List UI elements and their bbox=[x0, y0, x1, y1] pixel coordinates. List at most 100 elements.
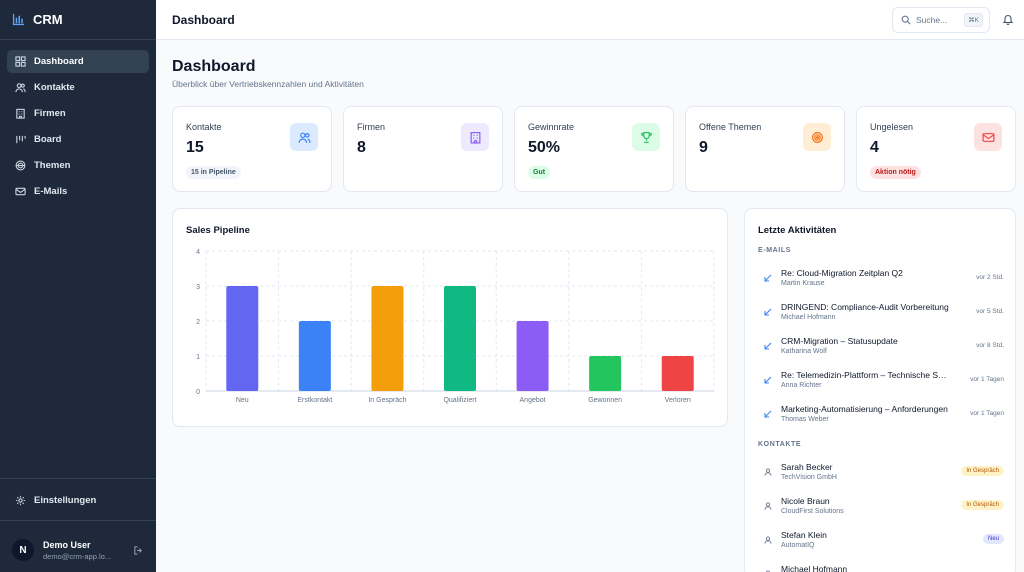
email-sender: Thomas Weber bbox=[781, 416, 829, 423]
gear-icon bbox=[15, 495, 26, 506]
stat-icon-box bbox=[290, 123, 318, 151]
stat-badge: Gut bbox=[528, 166, 551, 179]
search-placeholder: Suche... bbox=[916, 15, 948, 25]
stat-label: Offene Themen bbox=[699, 122, 762, 132]
sidebar-item-kontakte[interactable]: Kontakte bbox=[7, 76, 149, 99]
email-item[interactable]: DRINGEND: Compliance-Audit Vorbereitung … bbox=[758, 302, 1004, 332]
mail-icon bbox=[981, 132, 995, 142]
page-header: Dashboard Überblick über Vertriebskennza… bbox=[172, 58, 364, 89]
x-tick-label: Qualifiziert bbox=[443, 397, 476, 404]
sidebar-item-label: Firmen bbox=[34, 108, 66, 119]
sidebar-item-label: E-Mails bbox=[34, 186, 68, 197]
stat-icon-box bbox=[461, 123, 489, 151]
sidebar-item-emails[interactable]: E-Mails bbox=[7, 180, 149, 203]
email-item[interactable]: Re: Telemedizin-Plattform – Technische S… bbox=[758, 370, 1004, 400]
stat-badge: Aktion nötig bbox=[870, 166, 921, 179]
trophy-icon bbox=[640, 131, 652, 143]
sidebar-item-label: Dashboard bbox=[34, 56, 84, 67]
y-tick-label: 3 bbox=[196, 284, 200, 291]
contact-company: TechVision GmbH bbox=[781, 474, 837, 481]
stat-label: Gewinnrate bbox=[528, 122, 575, 132]
email-subject: CRM-Migration – Statusupdate bbox=[781, 336, 898, 346]
bar-angebot bbox=[516, 321, 549, 391]
emails-section-label: E-MAILS bbox=[758, 247, 791, 254]
stat-card-ungelesen[interactable]: Ungelesen 4 Aktion nötig bbox=[856, 106, 1016, 192]
topbar: Dashboard Suche... ⌘K bbox=[156, 0, 1024, 40]
email-item[interactable]: Marketing-Automatisierung – Anforderunge… bbox=[758, 404, 1004, 434]
search-shortcut: ⌘K bbox=[964, 13, 983, 27]
contact-item[interactable]: Sarah Becker TechVision GmbH In Gespräch bbox=[758, 462, 1004, 492]
y-tick-label: 0 bbox=[196, 389, 200, 396]
user-icon bbox=[764, 502, 772, 510]
bar-gewonnen bbox=[589, 356, 622, 391]
contact-item[interactable]: Nicole Braun CloudFirst Solutions In Ges… bbox=[758, 496, 1004, 526]
sidebar-item-dashboard[interactable]: Dashboard bbox=[7, 50, 149, 73]
contact-name: Nicole Braun bbox=[781, 496, 830, 506]
sidebar-item-label: Einstellungen bbox=[34, 495, 97, 506]
page-subtitle: Überblick über Vertriebskennzahlen und A… bbox=[172, 79, 364, 89]
sales-pipeline-chart: 0 1 2 3 4 Neu Erstkontakt In Gespräch Qualifizie… bbox=[196, 249, 715, 404]
panel-title: Sales Pipeline bbox=[186, 225, 250, 236]
contact-item[interactable]: Stefan Klein AutomatIQ Neu bbox=[758, 530, 1004, 560]
stat-value: 15 bbox=[186, 139, 204, 156]
sidebar-item-settings[interactable]: Einstellungen bbox=[7, 487, 149, 514]
stat-card-gewinnrate[interactable]: Gewinnrate 50% Gut bbox=[514, 106, 674, 192]
stat-value: 50% bbox=[528, 139, 561, 156]
user-profile[interactable]: N Demo User demo@crm-app.lo... bbox=[0, 520, 156, 572]
email-time: vor 8 Std. bbox=[976, 342, 1004, 349]
y-tick-label: 2 bbox=[196, 319, 200, 326]
user-email: demo@crm-app.lo... bbox=[43, 551, 112, 561]
status-badge: In Gespräch bbox=[961, 500, 1004, 510]
logout-icon[interactable] bbox=[133, 545, 144, 556]
stat-icon-box bbox=[803, 123, 831, 151]
stat-card-kontakte[interactable]: Kontakte 15 15 in Pipeline bbox=[172, 106, 332, 192]
x-tick-label: Erstkontakt bbox=[297, 397, 332, 404]
activity-panel: Letzte Aktivitäten E-MAILS Re: Cloud-Mig… bbox=[744, 208, 1016, 572]
contact-name: Michael Hofmann bbox=[781, 564, 848, 572]
sidebar-item-board[interactable]: Board bbox=[7, 128, 149, 151]
app-name: CRM bbox=[33, 12, 63, 27]
email-time: vor 1 Tagen bbox=[970, 410, 1004, 417]
email-time: vor 1 Tagen bbox=[970, 376, 1004, 383]
arrow-down-left-icon bbox=[764, 274, 772, 282]
email-item[interactable]: Re: Cloud-Migration Zeitplan Q2 Martin K… bbox=[758, 268, 1004, 298]
stat-card-offene-themen[interactable]: Offene Themen 9 bbox=[685, 106, 845, 192]
email-sender: Katharina Wolf bbox=[781, 348, 827, 355]
stat-value: 8 bbox=[357, 139, 366, 156]
email-item[interactable]: CRM-Migration – Statusupdate Katharina W… bbox=[758, 336, 1004, 366]
panel-title: Letzte Aktivitäten bbox=[758, 225, 837, 236]
stat-badge: 15 in Pipeline bbox=[186, 166, 241, 179]
sidebar-footer: Einstellungen N Demo User demo@crm-app.l… bbox=[0, 478, 156, 572]
contacts-section-label: KONTAKTE bbox=[758, 441, 802, 448]
contact-item[interactable]: Michael Hofmann bbox=[758, 564, 1004, 572]
status-badge: In Gespräch bbox=[961, 466, 1004, 476]
dashboard-icon bbox=[15, 56, 26, 67]
arrow-down-left-icon bbox=[764, 308, 772, 316]
bell-icon[interactable] bbox=[1002, 13, 1014, 25]
search-input[interactable]: Suche... ⌘K bbox=[892, 7, 990, 33]
contact-name: Sarah Becker bbox=[781, 462, 833, 472]
sidebar-item-firmen[interactable]: Firmen bbox=[7, 102, 149, 125]
email-time: vor 2 Std. bbox=[976, 274, 1004, 281]
sidebar-item-themen[interactable]: Themen bbox=[7, 154, 149, 177]
y-tick-label: 4 bbox=[196, 249, 200, 256]
board-icon bbox=[16, 135, 26, 144]
sidebar-item-label: Board bbox=[34, 134, 62, 145]
sidebar: CRM Dashboard Kontakte Firmen Board Them… bbox=[0, 0, 156, 572]
email-sender: Michael Hofmann bbox=[781, 314, 836, 321]
target-icon bbox=[811, 131, 823, 143]
stat-card-firmen[interactable]: Firmen 8 bbox=[343, 106, 503, 192]
status-badge: Neu bbox=[982, 534, 1004, 544]
users-icon bbox=[297, 132, 311, 143]
topbar-title: Dashboard bbox=[172, 13, 235, 27]
sidebar-item-label: Themen bbox=[34, 160, 71, 171]
stat-value: 4 bbox=[870, 139, 879, 156]
arrow-down-left-icon bbox=[764, 410, 772, 418]
mail-icon bbox=[15, 187, 26, 196]
brand[interactable]: CRM bbox=[0, 0, 156, 40]
user-icon bbox=[764, 468, 772, 476]
bar-verloren bbox=[661, 356, 694, 391]
bar-erstkontakt bbox=[298, 321, 331, 391]
topics-icon bbox=[15, 160, 26, 171]
stat-value: 9 bbox=[699, 139, 708, 156]
